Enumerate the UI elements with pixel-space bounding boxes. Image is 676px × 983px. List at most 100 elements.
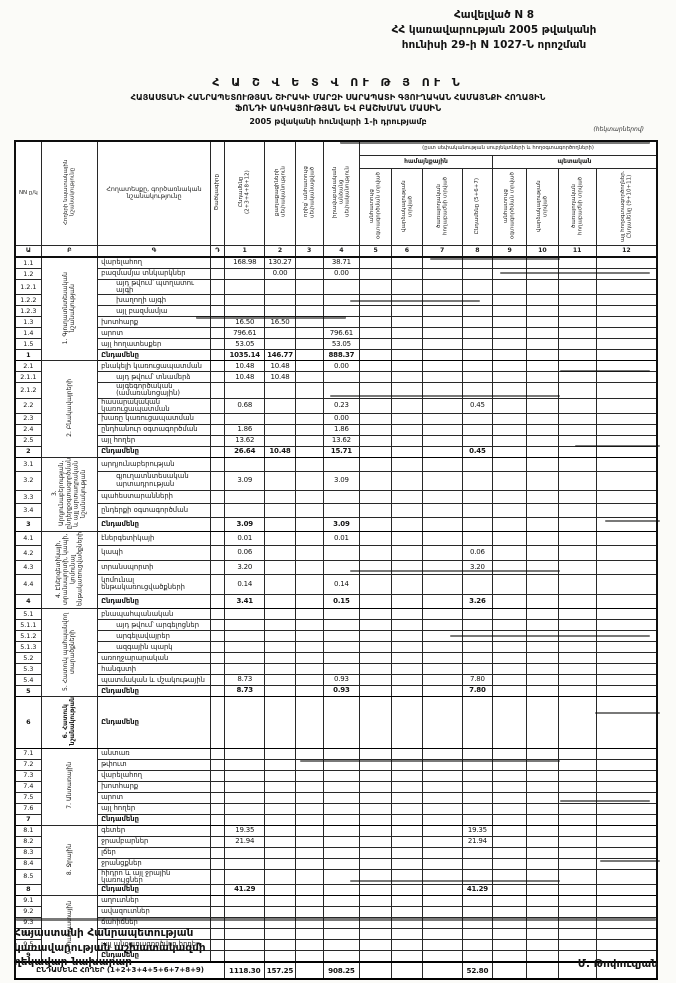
cell-value	[595, 434, 658, 447]
cell-value: 0.14	[224, 573, 266, 595]
cell-code	[209, 412, 226, 425]
cell-value	[461, 949, 494, 963]
cell-value	[526, 489, 559, 505]
cell-value	[461, 530, 494, 547]
cell-value	[421, 835, 463, 848]
cell-value	[421, 619, 463, 632]
cell-value	[526, 445, 559, 458]
cell-value	[391, 327, 423, 340]
cell-value	[391, 268, 423, 280]
cell-value	[526, 780, 559, 793]
cell-value	[421, 305, 463, 318]
cell-value	[359, 758, 393, 771]
cell-value	[391, 780, 423, 793]
cell-value	[492, 769, 528, 782]
cell-value	[359, 608, 393, 621]
cell-value	[264, 868, 296, 885]
cell-value	[492, 268, 528, 280]
cell-row-label: ավազուտներ	[97, 905, 211, 918]
cell-section-label: 9. Պահուստային	[40, 894, 99, 963]
table-row: 7 Ընդամենը	[14, 813, 658, 826]
cell-value	[322, 868, 361, 885]
cell-value	[264, 835, 296, 848]
cell-value	[294, 949, 324, 963]
cell-value	[492, 916, 528, 929]
cell-value	[294, 630, 324, 643]
cell-value	[391, 630, 423, 643]
cell-value	[526, 868, 559, 885]
cell-value	[264, 791, 296, 804]
cell-row-number: 8	[14, 883, 42, 896]
cell-row-label: ջրանցքներ	[97, 857, 211, 870]
cell-value	[595, 916, 658, 929]
cell-value	[595, 791, 658, 804]
cell-value: 3.20	[461, 559, 494, 575]
cell-value	[264, 894, 296, 907]
cell-value	[557, 905, 597, 918]
cell-value: 796.61	[322, 327, 361, 340]
cell-value	[294, 545, 324, 561]
section-label: 4. Էներգետիկայի, տրանսպորտի, կապի, կոմու…	[55, 531, 84, 606]
cell-value	[461, 791, 494, 804]
cell-value	[526, 573, 559, 595]
cell-value	[322, 769, 361, 782]
cell-value	[595, 802, 658, 815]
cell-row-number: 3.1	[14, 456, 42, 472]
cell-value	[264, 278, 296, 296]
table-row: 8.2 ջրամբարներ 21.94 21.94	[14, 835, 658, 848]
cell-value	[294, 905, 324, 918]
cell-value	[224, 846, 266, 859]
cell-value	[359, 769, 393, 782]
cell-value	[557, 883, 597, 896]
cell-row-number: 5.1.2	[14, 630, 42, 643]
cell-code	[209, 608, 226, 621]
cell-value	[461, 905, 494, 918]
column-header-total: Ընդամենը (2+3+4+8+12)	[224, 140, 266, 246]
cell-row-label: խառը կառուցապատման	[97, 412, 211, 425]
table-row: 7.6 այլ հողեր	[14, 802, 658, 815]
cell-value	[391, 857, 423, 870]
cell-value: 26.64	[224, 445, 266, 458]
cell-value	[294, 883, 324, 896]
cell-value	[526, 619, 559, 632]
cell-value	[294, 857, 324, 870]
cell-value	[294, 327, 324, 340]
cell-code	[209, 327, 226, 340]
cell-value	[557, 835, 597, 848]
cell-value	[492, 573, 528, 595]
cell-value	[322, 652, 361, 665]
cell-value	[461, 489, 494, 505]
cell-value	[421, 938, 463, 951]
cell-value	[264, 813, 296, 826]
cell-value	[322, 949, 361, 963]
cell-code	[209, 630, 226, 643]
cell-value	[359, 835, 393, 848]
cell-value	[294, 412, 324, 425]
table-row: 3.4 ընդերքի օգտագործման	[14, 503, 658, 519]
cell-value	[492, 397, 528, 414]
cell-value	[391, 573, 423, 595]
cell-value	[526, 530, 559, 547]
cell-value	[322, 663, 361, 676]
cell-section-label: 1. Գյուղատնտեսական նշանակության	[40, 256, 99, 362]
cell-value	[391, 397, 423, 414]
cell-value	[461, 630, 494, 643]
cell-value	[224, 268, 266, 280]
cell-value	[421, 641, 463, 654]
column-header-10: վարձակալության տրված	[526, 168, 559, 246]
cell-value	[595, 685, 658, 698]
cell-value	[322, 846, 361, 859]
cell-value	[421, 685, 463, 698]
column-header-8: Ընդամենը (5+6+7)	[461, 168, 494, 246]
cell-value	[264, 824, 296, 837]
cell-value	[359, 949, 393, 963]
column-header-5: անհատույց օգտագործման տրված	[359, 168, 393, 246]
cell-value	[264, 674, 296, 687]
cell-row-label: Ընդամենը	[97, 517, 211, 532]
cell-value: 8.73	[224, 685, 266, 698]
cell-value	[264, 938, 296, 951]
cell-row-label: լճեր	[97, 846, 211, 859]
cell-row-number: 1.4	[14, 327, 42, 340]
cell-value: 0.45	[461, 397, 494, 414]
cell-value	[461, 938, 494, 951]
